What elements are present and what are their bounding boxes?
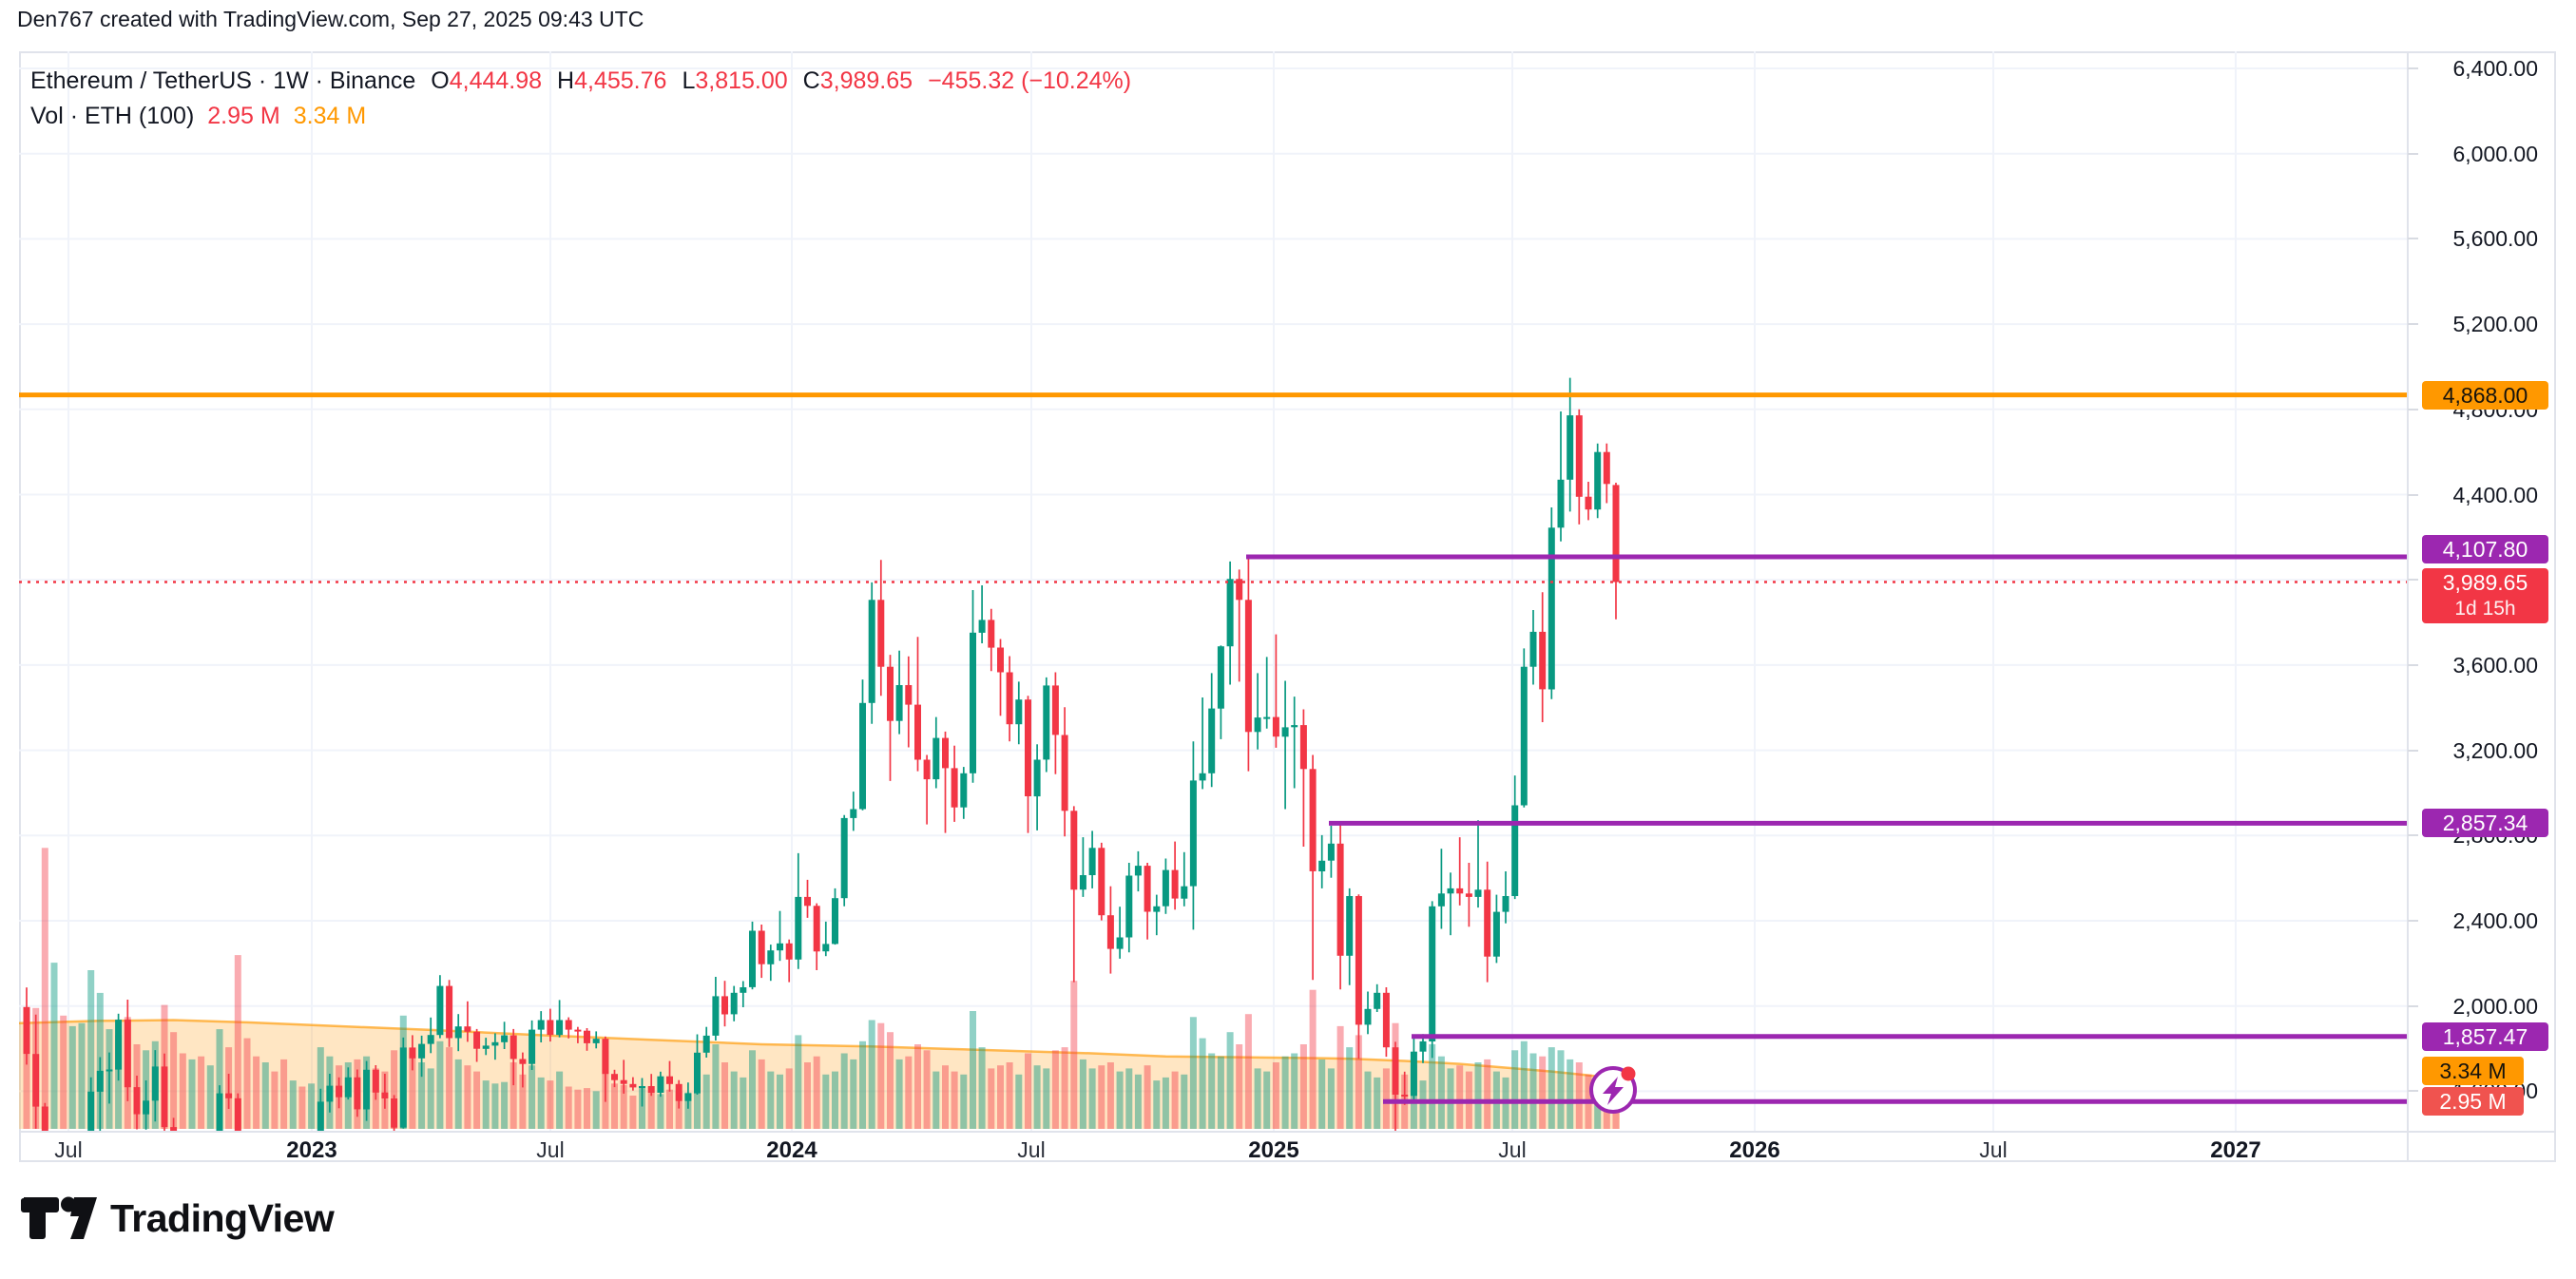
price-tick-mark bbox=[2408, 153, 2418, 155]
price-tick-label: 3,600.00 bbox=[2452, 653, 2538, 678]
volume-axis-badge: 2.95 M bbox=[2422, 1087, 2524, 1116]
current-price-value: 3,989.65 bbox=[2442, 570, 2528, 595]
bar-countdown: 1d 15h bbox=[2454, 598, 2516, 620]
time-axis-label: Jul bbox=[536, 1137, 565, 1162]
tradingview-logo[interactable]: TradingView bbox=[21, 1195, 335, 1241]
marker-alert-dot bbox=[1621, 1066, 1636, 1081]
symbol-legend[interactable]: Ethereum / TetherUS · 1W · Binance O 4,44… bbox=[30, 63, 1131, 133]
change-value: −455.32 (−10.24%) bbox=[928, 67, 1132, 94]
symbol-title: Ethereum / TetherUS · 1W · Binance bbox=[30, 67, 416, 94]
high-value: 4,455.76 bbox=[574, 67, 667, 94]
price-tick-mark bbox=[2408, 67, 2418, 69]
time-axis-separator bbox=[19, 1131, 2555, 1133]
volume-ma-line bbox=[19, 1019, 1620, 1080]
price-tick-mark bbox=[2408, 494, 2418, 496]
time-axis-label: Jul bbox=[1979, 1137, 2008, 1162]
low-value: 3,815.00 bbox=[695, 67, 788, 94]
open-value: 4,444.98 bbox=[449, 67, 543, 94]
price-tick-label: 6,400.00 bbox=[2452, 56, 2538, 81]
price-tick-mark bbox=[2408, 409, 2418, 410]
time-axis-label: 2024 bbox=[766, 1137, 817, 1163]
time-axis-label: 2025 bbox=[1248, 1137, 1299, 1163]
high-key: H bbox=[557, 67, 575, 94]
price-tick-mark bbox=[2408, 750, 2418, 752]
price-tick-mark bbox=[2408, 238, 2418, 239]
price-axis-separator bbox=[2407, 51, 2409, 1162]
time-axis-label: 2026 bbox=[1729, 1137, 1780, 1163]
price-tick-mark bbox=[2408, 579, 2418, 581]
price-tick-mark bbox=[2408, 664, 2418, 666]
price-tick-label: 5,200.00 bbox=[2452, 312, 2538, 336]
lightning-idea-marker[interactable] bbox=[1589, 1066, 1637, 1114]
current-price-badge: 3,989.65 1d 15h bbox=[2422, 568, 2548, 623]
level-price-badge: 4,107.80 bbox=[2422, 535, 2548, 563]
time-axis-label: Jul bbox=[54, 1137, 83, 1162]
low-key: L bbox=[682, 67, 696, 94]
candles bbox=[23, 377, 1620, 1131]
lightning-icon bbox=[1603, 1077, 1624, 1105]
price-tick-label: 3,200.00 bbox=[2452, 738, 2538, 763]
level-price-badge: 1,857.47 bbox=[2422, 1022, 2548, 1051]
gridlines bbox=[19, 51, 2407, 1131]
time-axis-label: Jul bbox=[1498, 1137, 1527, 1162]
volume-label: Vol · ETH (100) bbox=[30, 102, 195, 129]
frame-top bbox=[19, 51, 2555, 53]
time-axis-label: 2023 bbox=[286, 1137, 337, 1163]
price-tick-label: 6,000.00 bbox=[2452, 142, 2538, 166]
price-tick-mark bbox=[2408, 1090, 2418, 1092]
price-tick-mark bbox=[2408, 920, 2418, 922]
tradingview-logo-icon bbox=[21, 1196, 97, 1239]
price-chart-canvas[interactable] bbox=[19, 51, 2407, 1131]
volume-axis-badge: 3.34 M bbox=[2422, 1057, 2524, 1085]
level-price-badge: 2,857.34 bbox=[2422, 809, 2548, 837]
volume-ma-value: 3.34 M bbox=[293, 102, 367, 129]
level-price-badge: 4,868.00 bbox=[2422, 381, 2548, 410]
open-key: O bbox=[431, 67, 450, 94]
price-tick-label: 2,000.00 bbox=[2452, 994, 2538, 1019]
attribution-text: Den767 created with TradingView.com, Sep… bbox=[17, 7, 644, 31]
close-value: 3,989.65 bbox=[819, 67, 913, 94]
price-tick-label: 4,400.00 bbox=[2452, 483, 2538, 507]
price-tick-mark bbox=[2408, 1005, 2418, 1007]
legend-ohlc-row: Ethereum / TetherUS · 1W · Binance O 4,44… bbox=[30, 63, 1131, 98]
close-key: C bbox=[802, 67, 820, 94]
legend-volume-row: Vol · ETH (100) 2.95 M 3.34 M bbox=[30, 98, 1131, 133]
frame-bottom bbox=[19, 1160, 2555, 1162]
tradingview-logo-text: TradingView bbox=[110, 1195, 335, 1240]
frame-right bbox=[2554, 51, 2556, 1162]
volume-value: 2.95 M bbox=[207, 102, 280, 129]
frame-left bbox=[19, 51, 21, 1162]
level-lines[interactable] bbox=[19, 392, 2407, 1104]
price-tick-label: 5,600.00 bbox=[2452, 226, 2538, 251]
time-axis-label: 2027 bbox=[2210, 1137, 2261, 1163]
price-tick-label: 2,400.00 bbox=[2452, 908, 2538, 933]
price-tick-mark bbox=[2408, 323, 2418, 325]
time-axis-label: Jul bbox=[1017, 1137, 1046, 1162]
price-tick-mark bbox=[2408, 834, 2418, 836]
